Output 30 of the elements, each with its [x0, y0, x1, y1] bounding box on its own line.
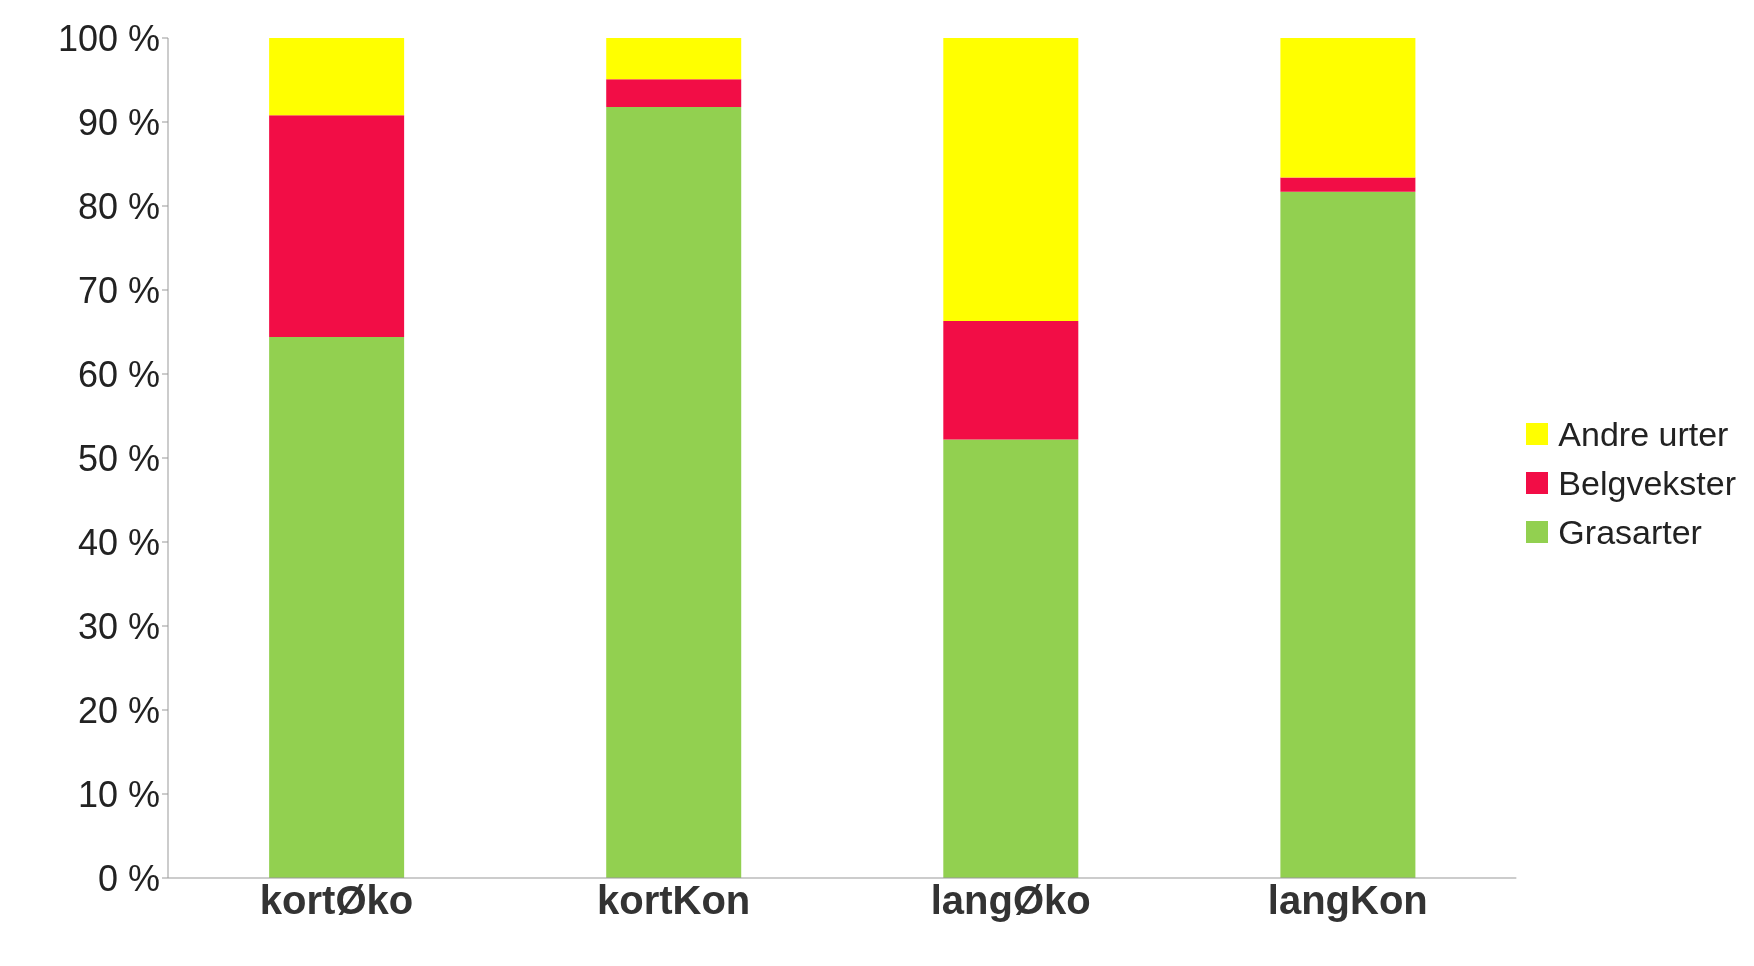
y-tick-label: 60 % [77, 353, 160, 395]
y-tick-label: 40 % [77, 521, 160, 563]
bar [1280, 38, 1416, 178]
bar [1280, 191, 1416, 878]
bar [606, 106, 742, 878]
y-tick-label: 70 % [77, 269, 160, 311]
y-tick-label: 50 % [77, 437, 160, 479]
bar [943, 38, 1079, 322]
bar [269, 337, 405, 878]
legend-label: Grasarter [1558, 512, 1702, 552]
bar [269, 38, 405, 116]
bar [943, 321, 1079, 440]
bar [606, 38, 742, 80]
x-tick-label: kortKon [596, 878, 751, 923]
bar [943, 439, 1079, 878]
x-tick-label: langKon [1267, 878, 1428, 923]
legend-label: Belgvekster [1558, 463, 1736, 503]
legend-label: Andre urter [1558, 414, 1729, 454]
bar [1280, 177, 1416, 192]
bar [269, 115, 405, 338]
x-tick-label: kortØko [259, 878, 414, 923]
x-tick-label: langØko [930, 878, 1091, 923]
y-tick-label: 90 % [77, 101, 160, 143]
y-tick-label: 20 % [77, 689, 160, 731]
bar [606, 79, 742, 107]
y-tick-label: 80 % [77, 185, 160, 227]
y-tick-label: 30 % [77, 605, 160, 647]
y-tick-label: 0 % [97, 857, 160, 899]
y-tick-label: 100 % [57, 17, 160, 59]
y-tick-label: 10 % [77, 773, 160, 815]
